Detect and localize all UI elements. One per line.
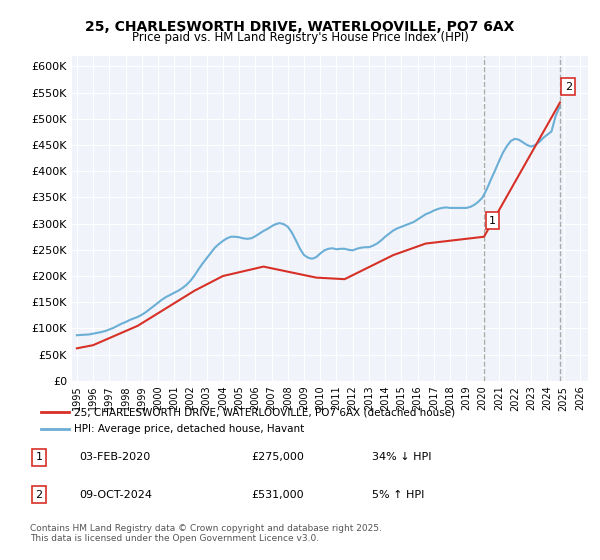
Text: 25, CHARLESWORTH DRIVE, WATERLOOVILLE, PO7 6AX (detached house): 25, CHARLESWORTH DRIVE, WATERLOOVILLE, P…: [74, 407, 455, 417]
Text: 25, CHARLESWORTH DRIVE, WATERLOOVILLE, PO7 6AX: 25, CHARLESWORTH DRIVE, WATERLOOVILLE, P…: [85, 20, 515, 34]
Text: 5% ↑ HPI: 5% ↑ HPI: [372, 490, 425, 500]
Text: Contains HM Land Registry data © Crown copyright and database right 2025.
This d: Contains HM Land Registry data © Crown c…: [30, 524, 382, 543]
Text: 09-OCT-2024: 09-OCT-2024: [80, 490, 152, 500]
Text: £275,000: £275,000: [251, 452, 304, 462]
Text: £531,000: £531,000: [251, 490, 304, 500]
Text: HPI: Average price, detached house, Havant: HPI: Average price, detached house, Hava…: [74, 424, 304, 434]
Text: 2: 2: [565, 82, 572, 91]
Text: 34% ↓ HPI: 34% ↓ HPI: [372, 452, 432, 462]
Text: 1: 1: [489, 216, 496, 226]
Text: 2: 2: [35, 490, 43, 500]
Text: 03-FEB-2020: 03-FEB-2020: [80, 452, 151, 462]
Text: Price paid vs. HM Land Registry's House Price Index (HPI): Price paid vs. HM Land Registry's House …: [131, 31, 469, 44]
Text: 1: 1: [35, 452, 43, 462]
